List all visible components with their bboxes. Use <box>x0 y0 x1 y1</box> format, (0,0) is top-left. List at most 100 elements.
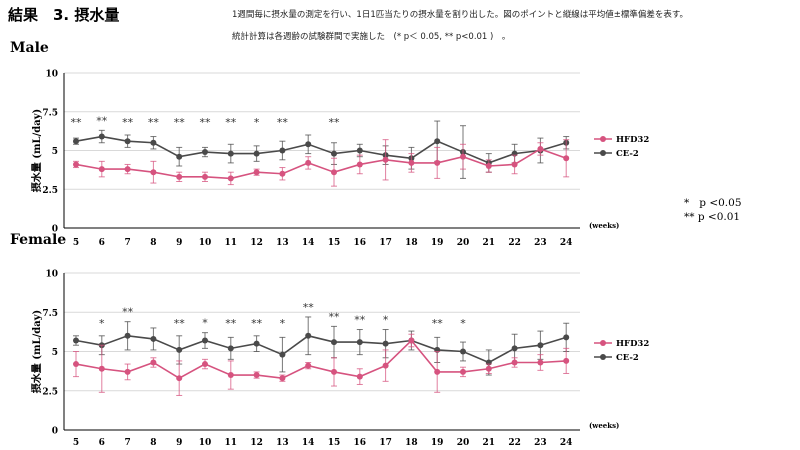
data-point <box>356 161 363 168</box>
data-point <box>73 138 79 145</box>
significance-mark: ** <box>148 116 160 129</box>
legend: HFD32 CE-2 <box>594 339 649 363</box>
x-tick-label: 11 <box>225 438 238 448</box>
data-point <box>253 169 260 176</box>
data-point <box>253 150 260 157</box>
x-tick-label: 7 <box>124 238 130 248</box>
data-point <box>434 368 441 375</box>
data-point <box>150 169 157 176</box>
data-point <box>124 166 131 173</box>
page-title: 結果 3. 摂水量 <box>8 6 120 24</box>
x-tick-label: 22 <box>508 238 521 248</box>
significance-legend-double: ** p <0.01 <box>684 211 741 223</box>
x-tick-label: 5 <box>73 238 79 248</box>
x-tick-label: 5 <box>73 438 79 448</box>
x-tick-label: 8 <box>150 438 156 448</box>
data-point <box>279 147 286 154</box>
data-point <box>434 159 441 166</box>
x-tick-label: 6 <box>99 238 105 248</box>
data-point <box>511 161 518 168</box>
data-point <box>279 170 286 177</box>
data-point <box>176 346 183 353</box>
data-point <box>511 345 518 352</box>
data-point <box>227 372 234 379</box>
x-tick-label: 19 <box>431 238 444 248</box>
x-tick-label: 8 <box>150 238 156 248</box>
x-tick-label: 21 <box>483 238 496 248</box>
x-tick-label: 21 <box>483 438 496 448</box>
significance-mark: ** <box>329 310 341 323</box>
significance-mark: ** <box>303 301 315 314</box>
statistics-note: 統計計算は各週齢の試験群間で実施した (* p＜ 0.05, ** p<0.01… <box>232 32 511 42</box>
legend-label: CE-2 <box>616 149 639 159</box>
legend-label: HFD32 <box>616 135 649 145</box>
data-point <box>176 153 183 160</box>
x-tick-label: 17 <box>379 238 392 248</box>
x-tick-label: 12 <box>250 238 263 248</box>
data-point <box>176 375 183 382</box>
y-tick-label: 5 <box>52 147 58 157</box>
data-point <box>331 339 337 346</box>
data-point <box>537 145 544 152</box>
x-tick-label: 22 <box>508 438 521 448</box>
data-point <box>227 345 234 352</box>
data-point <box>331 150 337 157</box>
x-axis-label: (weeks) <box>589 421 619 430</box>
significance-mark: ** <box>329 116 341 129</box>
legend-marker <box>600 150 606 156</box>
data-point <box>202 173 208 180</box>
data-point <box>485 365 492 372</box>
data-point <box>73 161 79 168</box>
data-point <box>408 337 415 344</box>
data-point <box>537 342 544 349</box>
significance-mark: ** <box>122 116 134 129</box>
significance-mark: * <box>383 314 389 327</box>
series-ce-2 <box>73 316 570 376</box>
significance-mark: ** <box>200 116 212 129</box>
data-point <box>176 173 183 180</box>
x-tick-label: 6 <box>99 438 105 448</box>
data-point <box>563 357 570 364</box>
x-tick-label: 10 <box>199 238 212 248</box>
x-tick-label: 9 <box>176 238 182 248</box>
data-point <box>150 359 157 366</box>
x-tick-label: 18 <box>405 238 418 248</box>
x-tick-label: 15 <box>328 238 341 248</box>
x-tick-label: 20 <box>457 438 470 448</box>
female-section-label: Female <box>10 232 67 248</box>
significance-mark: * <box>99 317 105 330</box>
data-point <box>305 332 312 339</box>
x-axis-label: (weeks) <box>589 221 619 230</box>
x-tick-label: 9 <box>176 438 182 448</box>
x-tick-label: 7 <box>124 438 130 448</box>
significance-mark: ** <box>225 116 237 129</box>
significance-mark: * <box>254 116 260 129</box>
significance-mark: ** <box>174 317 186 330</box>
x-tick-label: 20 <box>457 238 470 248</box>
x-tick-label: 23 <box>534 238 547 248</box>
x-tick-label: 14 <box>302 438 315 448</box>
series-line <box>75 334 567 364</box>
x-tick-label: 24 <box>560 438 573 448</box>
method-note: 1週間毎に摂水量の測定を行い、1日1匹当たりの摂水量を割り出した。図のポイントと… <box>232 10 689 20</box>
y-tick-label: 2.5 <box>42 387 58 397</box>
data-point <box>460 153 466 160</box>
data-point <box>434 138 441 145</box>
y-tick-label: 5 <box>52 348 58 358</box>
legend: HFD32 CE-2 <box>594 135 649 159</box>
significance-mark: ** <box>71 116 83 129</box>
data-point <box>460 368 466 375</box>
significance-mark: * <box>202 317 208 330</box>
legend-marker <box>600 340 606 346</box>
data-point <box>563 334 570 341</box>
x-tick-label: 19 <box>431 438 444 448</box>
legend-label: CE-2 <box>616 353 639 363</box>
data-point <box>356 373 363 380</box>
x-tick-label: 13 <box>276 238 289 248</box>
x-tick-label: 13 <box>276 438 289 448</box>
significance-mark: ** <box>96 114 108 127</box>
data-point <box>73 361 79 368</box>
data-point <box>305 141 312 148</box>
